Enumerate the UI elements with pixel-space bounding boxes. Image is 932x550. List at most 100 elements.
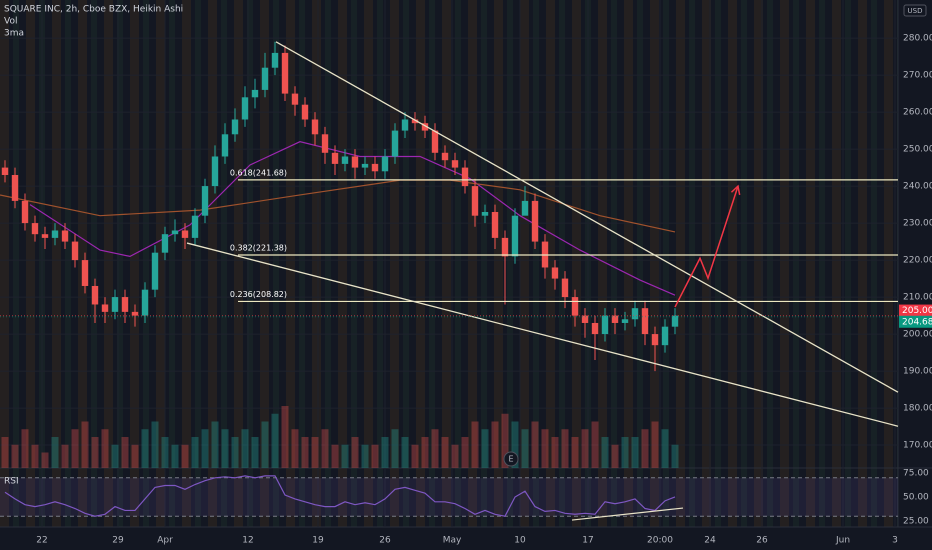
y-tick-label: 210.00 [903,293,932,303]
x-tick-label: 3 [892,536,898,546]
volume-bar [591,421,599,468]
candle-body [111,297,119,312]
volume-bar [161,437,169,468]
candle-body [571,297,579,316]
x-tick-label: 17 [582,536,593,546]
volume-bar [491,421,499,468]
volume-bar [151,421,159,468]
volume-bar [561,429,569,468]
volume-bar [81,421,89,468]
volume-bar [11,444,19,468]
y-tick-label: 250.00 [903,145,932,155]
volume-bar [191,437,199,468]
volume-bar [551,437,559,468]
candle-body [181,230,189,238]
candle-body [261,67,269,90]
volume-bar [101,429,109,468]
candle-body [451,160,459,168]
candle-body [431,130,439,153]
currency[interactable]: USD [908,7,923,15]
trendline [275,41,899,393]
candle-body [71,241,79,261]
rsi-trendline [571,507,684,521]
candle-body [631,308,639,320]
candle-body [121,297,129,312]
volume-bar [431,429,439,468]
price-label-box [899,304,932,317]
candle-body [521,200,529,216]
candle-body [371,163,379,172]
rsi-tick-label: 25.00 [903,516,929,526]
candle-body [41,234,49,238]
volume-bar [441,437,449,468]
candle-body [491,211,499,238]
y-tick-label: 270.00 [903,71,932,81]
event-marker [503,451,519,467]
y-tick-label: 180.00 [903,404,932,414]
candle-body [351,156,359,168]
candle-body [651,334,659,346]
candle-body [611,315,619,323]
candle-body [421,123,429,131]
moving-average [29,141,676,296]
volume-bar [181,444,189,468]
volume-bar [381,437,389,468]
candle-body [501,237,509,257]
vol-label: Vol [4,17,17,27]
volume-bar [1,437,9,468]
candle-body [621,319,629,323]
rsi-band [0,477,898,517]
volume-bar [61,444,69,468]
volume-bar [231,437,239,468]
volume-bar [361,444,369,468]
x-tick-label: 20:00 [647,536,673,546]
volume-bar [661,429,669,468]
candle-body [461,167,469,187]
volume-bar [501,413,509,468]
currency-box[interactable] [903,4,927,17]
x-tick-label: 19 [312,536,324,546]
volume-bar [371,444,379,468]
rsi-label: RSI [4,477,19,487]
volume-bar [71,429,79,468]
candle-body [331,152,339,164]
volume-bar [141,429,149,468]
candle-body [361,163,369,168]
x-tick-label: 10 [514,536,526,546]
volume-bar [121,437,129,468]
candle-body [271,52,279,68]
volume-bar [401,437,409,468]
x-tick-label: May [443,536,462,546]
volume-bar [241,429,249,468]
candle-body [201,186,209,216]
candle-body [671,315,679,327]
candle-body [321,134,329,153]
candle-body [581,315,589,323]
volume-bar [451,444,459,468]
volume-bar [281,406,289,468]
price-label-box [899,315,932,328]
arrow-head [730,184,741,196]
candle-body [291,93,299,105]
volume-bar [541,429,549,468]
candle-body [531,200,539,242]
volume-bar [641,429,649,468]
volume-bar [271,413,279,468]
candle-body [511,215,519,257]
candle-body [591,322,599,335]
candle-body [381,156,389,172]
x-tick-label: Apr [157,536,173,546]
candle-body [141,289,149,316]
candle-body [401,119,409,131]
candle-body [51,230,59,238]
volume-bar [651,421,659,468]
x-tick-label: 29 [112,536,124,546]
candle-body [91,285,99,305]
candle-body [661,326,669,346]
x-tick-label: 26 [756,536,768,546]
y-tick-label: 230.00 [903,219,932,229]
x-tick-label: 22 [36,536,47,546]
fib-label: 0.382(221.38) [230,243,287,252]
candle-body [221,134,229,157]
